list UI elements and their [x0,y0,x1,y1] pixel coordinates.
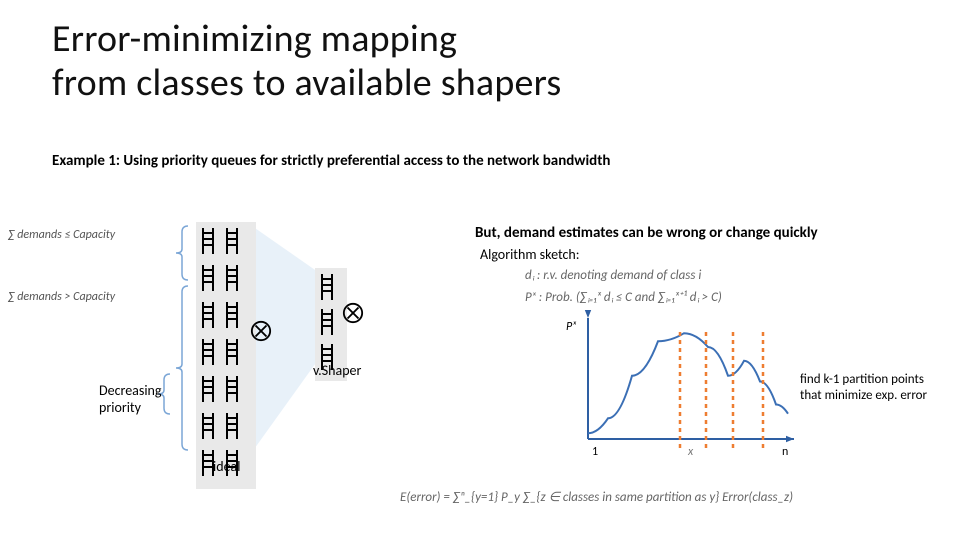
chart-xmin-label: 1 [592,445,598,459]
decreasing-priority-label: Decreasing priority [99,382,162,416]
queue-row [200,263,252,298]
expected-error-equation: E(error) = ∑ⁿ_{y=1} P_y ∑_{z ∈ classes i… [400,490,793,505]
page-title: Error-minimizing mapping from classes to… [52,18,561,105]
braces [158,226,188,450]
find-k-partition-text: find k-1 partition points that minimize … [800,372,945,405]
title-line-2: from classes to available shapers [52,60,561,106]
queue-icon [319,307,337,337]
queue-icon [200,226,218,256]
chart-xmax-label: n [782,445,788,459]
queue-row [319,272,343,307]
queue-icon [224,411,242,441]
queue-row [319,307,343,342]
ideal-label: ideal [213,458,240,475]
queue-icon [200,263,218,293]
math-d-def: dᵢ : r.v. denoting demand of class i [525,268,701,283]
drop-icon-vshaper [342,302,364,324]
queue-icon [200,411,218,441]
sum-le-capacity: ∑ demands ≤ Capacity [8,228,115,242]
queue-icon [200,337,218,367]
queue-row [200,226,252,261]
but-caveat: But, demand estimates can be wrong or ch… [475,224,818,242]
example-subtitle: Example 1: Using priority queues for str… [52,152,610,170]
queue-icon [224,300,242,330]
sum-gt-capacity: ∑ demands > Capacity [8,290,115,304]
queue-icon [224,374,242,404]
queue-icon [224,263,242,293]
queue-icon [200,374,218,404]
queue-row [200,411,252,446]
probability-chart [585,310,794,451]
queue-icon [200,300,218,330]
algorithm-sketch-label: Algorithm sketch: [480,246,580,263]
vshaper-label: v.Shaper [313,362,361,379]
chart-y-label: Pₓ [566,320,576,334]
queue-row [200,300,252,335]
queue-row [200,337,252,372]
queue-icon [224,226,242,256]
queue-icon [224,337,242,367]
chart-x-label: x [688,445,693,459]
math-p-def: Pₓ : Prob. (∑ᵢ₌₁ˣ dᵢ ≤ C and ∑ᵢ₌₁ˣ⁺¹ dᵢ … [525,290,722,305]
queue-row [200,374,252,409]
title-line-1: Error-minimizing mapping [52,16,457,62]
queue-icon [319,272,337,302]
drop-icon-ideal [250,320,272,342]
ideal-queue-stack [196,222,256,489]
